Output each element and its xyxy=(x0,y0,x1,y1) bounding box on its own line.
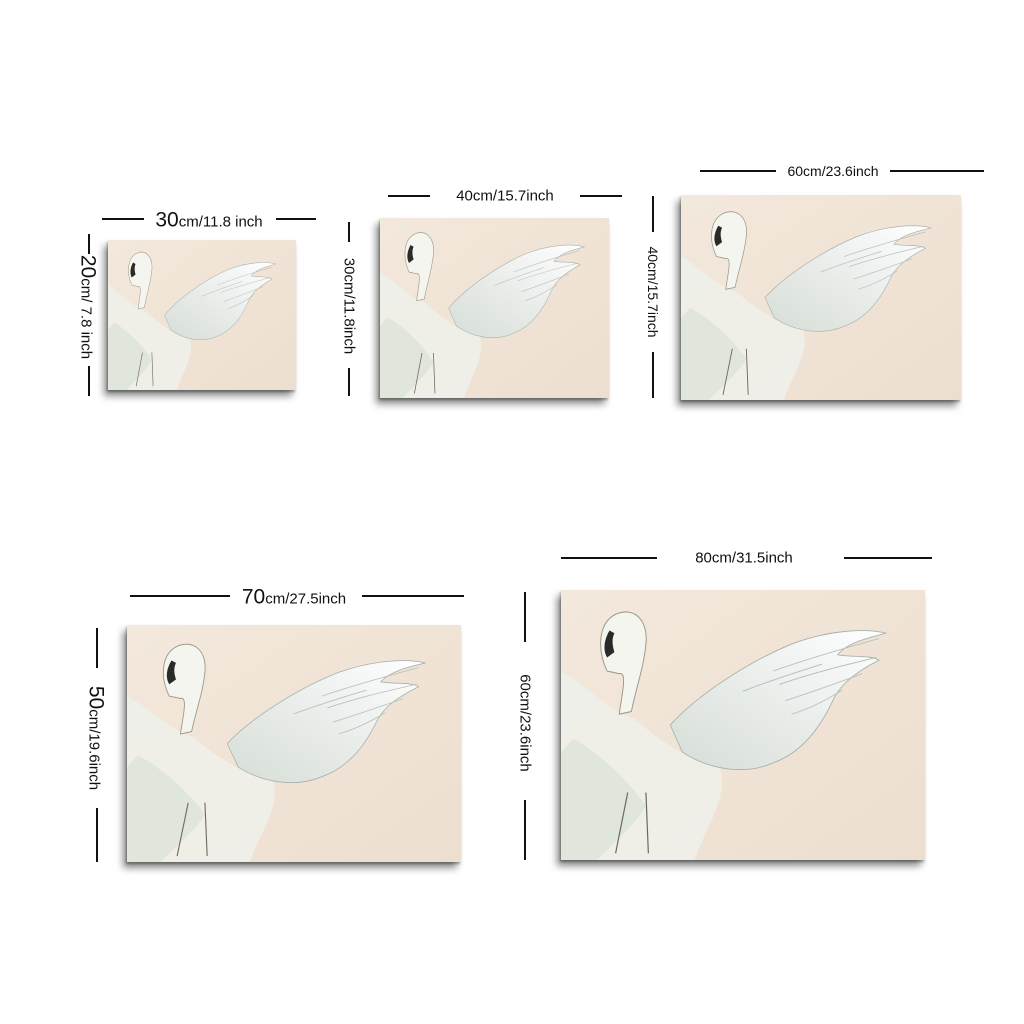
width-number: 30 xyxy=(155,208,179,232)
width-dimension-line xyxy=(561,557,657,559)
height-unit-text: 30cm/11.8inch xyxy=(340,257,358,355)
height-label-50cm: 50cm/19.6inch xyxy=(84,685,108,791)
height-number: 50 xyxy=(84,685,108,710)
width-label-70cm: 70cm/27.5inch xyxy=(242,587,346,608)
height-dimension-line xyxy=(524,592,526,642)
height-unit-text: cm/ 7.8 inch xyxy=(77,278,95,360)
swan-artwork xyxy=(681,195,961,400)
width-label-80cm: 80cm/31.5inch xyxy=(695,551,793,566)
width-dimension-line xyxy=(102,218,144,220)
height-label-30cm: 30cm/11.8inch xyxy=(340,257,358,355)
height-dimension-line xyxy=(96,808,98,862)
width-dimension-line xyxy=(276,218,316,220)
swan-artwork xyxy=(127,625,461,862)
width-unit-text: 60cm/23.6inch xyxy=(787,163,879,179)
height-label-60cm: 40cm/15.7inch xyxy=(645,246,661,338)
swan-artwork xyxy=(561,590,925,860)
canvas-preview-80x60 xyxy=(561,590,925,860)
width-unit-text: cm/27.5inch xyxy=(265,590,347,608)
canvas-preview-70x50 xyxy=(127,625,461,862)
width-label-30cm: 30cm/11.8 inch xyxy=(155,210,262,231)
swan-artwork xyxy=(108,240,296,390)
width-label-60cm: 60cm/23.6inch xyxy=(787,164,878,178)
width-unit-text: cm/11.8 inch xyxy=(178,213,263,231)
canvas-preview-30x20 xyxy=(108,240,296,390)
height-dimension-line xyxy=(348,222,350,242)
height-dimension-line xyxy=(88,234,90,254)
width-unit-text: 40cm/15.7inch xyxy=(456,187,554,205)
height-unit-text: cm/19.6inch xyxy=(85,709,103,791)
height-number: 20 xyxy=(76,254,100,279)
width-dimension-line xyxy=(700,170,776,172)
width-dimension-line xyxy=(844,557,932,559)
width-number: 70 xyxy=(241,585,266,609)
width-unit-text: 80cm/31.5inch xyxy=(695,549,793,567)
height-label-20cm: 20cm/ 7.8 inch xyxy=(76,254,100,360)
height-dimension-line xyxy=(524,800,526,860)
canvas-preview-60x40 xyxy=(681,195,961,400)
canvas-preview-40x30 xyxy=(380,218,609,398)
height-dimension-line xyxy=(652,196,654,232)
width-dimension-line xyxy=(130,595,230,597)
width-dimension-line xyxy=(580,195,622,197)
width-dimension-line xyxy=(890,170,984,172)
height-unit-text: 60cm/23.6inch xyxy=(516,674,534,772)
swan-artwork xyxy=(380,218,609,398)
width-dimension-line xyxy=(388,195,430,197)
width-dimension-line xyxy=(362,595,464,597)
height-dimension-line xyxy=(96,628,98,668)
height-dimension-line xyxy=(652,352,654,398)
width-label-40cm: 40cm/15.7inch xyxy=(456,189,554,204)
height-label-60cm: 60cm/23.6inch xyxy=(516,674,534,772)
height-unit-text: 40cm/15.7inch xyxy=(645,246,661,338)
height-dimension-line xyxy=(348,368,350,396)
height-dimension-line xyxy=(88,366,90,396)
